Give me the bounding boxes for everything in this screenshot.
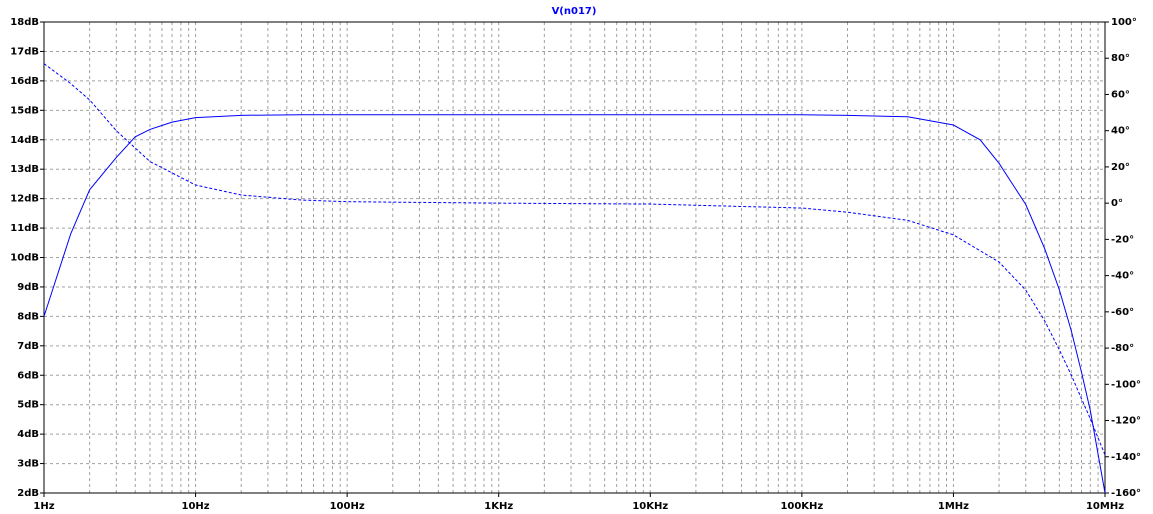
x-tick-label: 10MHz bbox=[1086, 501, 1124, 512]
y2-tick-label: -40° bbox=[1111, 271, 1134, 282]
x-tick-label: 100KHz bbox=[780, 501, 823, 512]
x-tick-label: 10KHz bbox=[632, 501, 668, 512]
y-tick-label: 12dB bbox=[10, 194, 39, 205]
x-tick-label: 100Hz bbox=[330, 501, 365, 512]
y2-tick-label: 80° bbox=[1111, 53, 1130, 64]
plot-frame bbox=[43, 21, 1106, 494]
y2-tick-label: -20° bbox=[1111, 234, 1134, 245]
y-tick-label: 3dB bbox=[17, 459, 39, 470]
y2-tick-label: 100° bbox=[1111, 17, 1137, 28]
y2-tick-label: -120° bbox=[1111, 416, 1141, 427]
y2-tick-label: 0° bbox=[1111, 198, 1123, 209]
y-tick-label: 2dB bbox=[17, 488, 39, 499]
chart-title: V(n017) bbox=[552, 6, 597, 17]
x-tick-label: 1Hz bbox=[33, 501, 54, 512]
x-tick-label: 1KHz bbox=[484, 501, 513, 512]
y-tick-label: 17dB bbox=[10, 46, 39, 57]
y-tick-label: 13dB bbox=[10, 164, 39, 175]
y2-tick-label: 60° bbox=[1111, 89, 1130, 100]
y-tick-label: 14dB bbox=[10, 135, 39, 146]
y-tick-label: 11dB bbox=[10, 223, 39, 234]
y-tick-label: 5dB bbox=[17, 400, 39, 411]
y-tick-label: 15dB bbox=[10, 105, 39, 116]
y2-tick-label: -100° bbox=[1111, 379, 1141, 390]
y-tick-label: 6dB bbox=[17, 370, 39, 381]
x-tick-label: 10Hz bbox=[182, 501, 210, 512]
y-tick-label: 18dB bbox=[10, 17, 39, 28]
y2-tick-label: -80° bbox=[1111, 343, 1134, 354]
y-tick-label: 9dB bbox=[17, 282, 39, 293]
y-tick-label: 16dB bbox=[10, 76, 39, 87]
y-tick-label: 4dB bbox=[17, 429, 39, 440]
y2-tick-label: 20° bbox=[1111, 162, 1130, 173]
y2-tick-label: -60° bbox=[1111, 307, 1134, 318]
y-tick-label: 10dB bbox=[10, 253, 39, 264]
y-tick-label: 8dB bbox=[17, 311, 39, 322]
y2-tick-label: 40° bbox=[1111, 126, 1130, 137]
series-line bbox=[43, 114, 1106, 494]
y-tick-label: 7dB bbox=[17, 341, 39, 352]
y2-tick-label: -160° bbox=[1111, 488, 1141, 499]
series-line bbox=[43, 63, 1106, 456]
y2-tick-label: -140° bbox=[1111, 452, 1141, 463]
x-tick-label: 1MHz bbox=[938, 501, 969, 512]
